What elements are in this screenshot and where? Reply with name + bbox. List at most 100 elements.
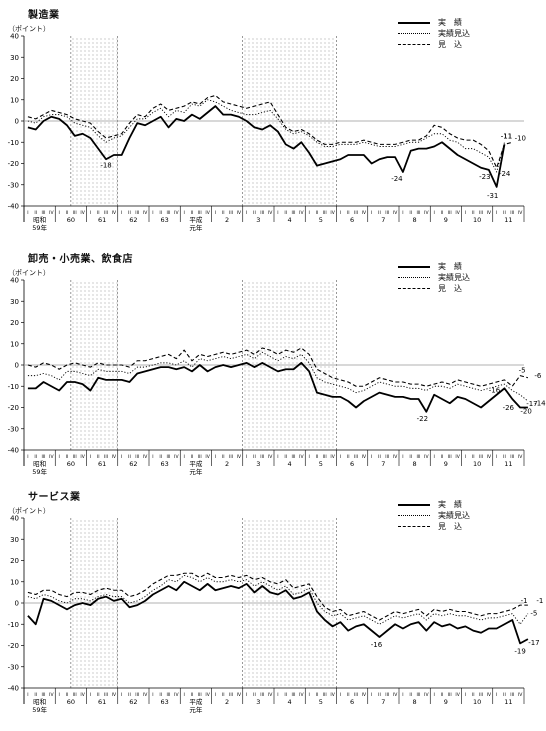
legend-label: 実績見込 bbox=[438, 29, 470, 38]
legend-solid-line bbox=[398, 22, 430, 24]
year-label: 元年 bbox=[189, 705, 203, 714]
value-annotation: -22 bbox=[417, 415, 428, 423]
y-tick-label: 0 bbox=[15, 118, 19, 126]
year-label: 61 bbox=[98, 460, 106, 468]
series-line-dashed bbox=[27, 94, 513, 169]
quarter-label: II bbox=[159, 454, 162, 460]
quarter-label: III bbox=[510, 454, 514, 460]
quarter-label: IV bbox=[237, 210, 242, 216]
value-annotation: -19 bbox=[514, 647, 525, 655]
quarter-label: IV bbox=[362, 692, 367, 698]
y-tick-label: -20 bbox=[8, 160, 19, 168]
quarter-label: I bbox=[183, 210, 184, 216]
series-line-dotted bbox=[27, 351, 529, 402]
quarter-label: III bbox=[510, 210, 514, 216]
y-tick-label: 0 bbox=[15, 362, 19, 370]
quarter-label: III bbox=[167, 454, 171, 460]
quarter-label: IV bbox=[424, 692, 429, 698]
y-tick-label: 20 bbox=[10, 319, 19, 327]
quarter-label: II bbox=[409, 454, 412, 460]
quarter-label: III bbox=[260, 454, 264, 460]
legend-solid-line bbox=[398, 266, 430, 268]
quarter-label: I bbox=[371, 210, 372, 216]
quarter-label: I bbox=[183, 454, 184, 460]
quarter-label: I bbox=[90, 210, 91, 216]
quarter-label: III bbox=[198, 692, 202, 698]
quarter-label: II bbox=[97, 454, 100, 460]
legend-label: 見 込 bbox=[438, 522, 462, 531]
chart-panel-manufacturing: 製造業 （ポイント） 40 30 20 10 0 -10 -20 -30 -40 I II III IV… bbox=[0, 6, 546, 249]
value-annotation: -18 bbox=[100, 161, 111, 169]
quarter-label: IV bbox=[268, 692, 273, 698]
quarter-label: I bbox=[58, 454, 59, 460]
quarter-label: III bbox=[385, 454, 389, 460]
quarter-label: II bbox=[316, 210, 319, 216]
legend: 実 績 実績見込 見 込 bbox=[398, 261, 518, 294]
y-unit-label: （ポイント） bbox=[8, 269, 50, 277]
series-line-dotted bbox=[27, 574, 529, 625]
year-label: 59年 bbox=[32, 467, 47, 476]
quarter-label: II bbox=[34, 454, 37, 460]
quarter-label: II bbox=[253, 454, 256, 460]
y-tick-label: -40 bbox=[8, 685, 19, 693]
year-label: 7 bbox=[381, 698, 385, 706]
y-tick-label: -40 bbox=[8, 447, 19, 455]
quarter-label: I bbox=[58, 692, 59, 698]
year-label: 9 bbox=[444, 698, 448, 706]
quarter-label: IV bbox=[80, 692, 85, 698]
y-tick-label: 10 bbox=[10, 96, 19, 104]
quarter-label: IV bbox=[49, 210, 54, 216]
chart-title: サービス業 bbox=[28, 492, 81, 503]
quarter-label: I bbox=[183, 692, 184, 698]
legend-label: 実 績 bbox=[438, 18, 462, 27]
quarter-label: IV bbox=[299, 692, 304, 698]
quarter-label: IV bbox=[112, 210, 117, 216]
quarter-label: I bbox=[465, 210, 466, 216]
quarter-label: III bbox=[354, 210, 358, 216]
quarter-label: III bbox=[135, 210, 139, 216]
quarter-label: IV bbox=[393, 210, 398, 216]
y-tick-label: 40 bbox=[10, 515, 19, 523]
quarter-label: III bbox=[323, 210, 327, 216]
year-label: 11 bbox=[504, 698, 512, 706]
quarter-label: I bbox=[496, 210, 497, 216]
quarter-label: II bbox=[503, 692, 506, 698]
year-label: 60 bbox=[67, 698, 75, 706]
year-label: 10 bbox=[473, 460, 481, 468]
quarter-label: II bbox=[66, 454, 69, 460]
quarter-label: II bbox=[409, 210, 412, 216]
value-annotation: -10 bbox=[515, 134, 526, 142]
quarter-label: IV bbox=[49, 692, 54, 698]
quarter-label: III bbox=[198, 210, 202, 216]
year-label: 平成 bbox=[189, 215, 203, 224]
quarter-label: III bbox=[448, 454, 452, 460]
y-tick-label: 20 bbox=[10, 557, 19, 565]
quarter-label: II bbox=[284, 692, 287, 698]
quarter-label: III bbox=[417, 454, 421, 460]
y-unit-label: （ポイント） bbox=[8, 507, 50, 515]
y-tick-label: -20 bbox=[8, 404, 19, 412]
chart-title: 卸売・小売業、飲食店 bbox=[28, 254, 133, 265]
quarter-label: III bbox=[167, 692, 171, 698]
legend-dashed-line bbox=[398, 526, 430, 527]
year-label: 60 bbox=[67, 216, 75, 224]
quarter-label: II bbox=[34, 210, 37, 216]
series-line-solid bbox=[27, 105, 506, 188]
quarter-label: I bbox=[90, 454, 91, 460]
legend-label: 実 績 bbox=[438, 262, 462, 271]
quarter-label: I bbox=[58, 210, 59, 216]
quarter-label: II bbox=[159, 692, 162, 698]
quarter-label: II bbox=[378, 454, 381, 460]
value-annotation: -11 bbox=[501, 132, 512, 140]
quarter-label: I bbox=[402, 454, 403, 460]
quarter-label: III bbox=[417, 210, 421, 216]
value-annotation: -17 bbox=[528, 639, 539, 647]
quarter-label: II bbox=[347, 210, 350, 216]
legend-item-actual: 実 績 bbox=[398, 499, 518, 510]
legend-label: 実 績 bbox=[438, 500, 462, 509]
quarter-label: III bbox=[135, 454, 139, 460]
quarter-label: I bbox=[402, 210, 403, 216]
year-label: 59年 bbox=[32, 705, 47, 714]
year-label: 元年 bbox=[189, 223, 203, 232]
quarter-label: IV bbox=[299, 210, 304, 216]
